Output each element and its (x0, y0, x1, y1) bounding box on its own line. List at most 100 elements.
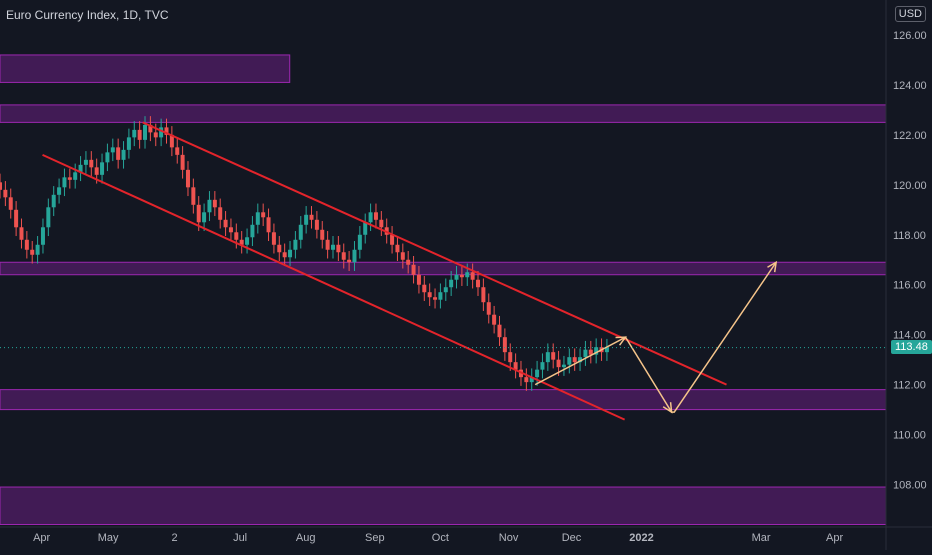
candle-body (78, 164, 83, 173)
candle-body (540, 362, 545, 370)
x-tick-label: Apr (826, 532, 843, 544)
candle-body (121, 149, 126, 160)
candle-body (293, 239, 298, 250)
candle-body (30, 249, 35, 255)
y-tick-label: 110.00 (893, 430, 926, 442)
candle-body (390, 234, 395, 245)
candle-body (336, 244, 341, 253)
candle-body (153, 132, 158, 138)
candle-body (578, 357, 583, 363)
candle-body (513, 362, 518, 370)
candle-body (459, 274, 464, 278)
candle-body (57, 187, 62, 195)
candle-body (341, 252, 346, 260)
x-tick-label: Aug (296, 532, 316, 544)
candle-body (433, 297, 438, 300)
last-price-tag: 113.48 (891, 339, 932, 354)
y-tick-label: 126.00 (893, 30, 927, 42)
candle-body (373, 212, 378, 220)
candle-body (567, 357, 572, 365)
candle-body (51, 194, 56, 208)
candle-body (449, 279, 454, 288)
candle-body (14, 209, 19, 228)
y-tick-label: 114.00 (893, 330, 926, 342)
x-tick-label: May (98, 532, 119, 544)
x-tick-label: Apr (33, 532, 50, 544)
candle-body (529, 377, 534, 383)
y-tick-label: 120.00 (893, 180, 927, 192)
candle-body (561, 364, 566, 368)
candle-body (604, 347, 609, 353)
candle-body (148, 124, 153, 133)
x-tick-label: Sep (365, 532, 385, 544)
candle-body (502, 337, 507, 353)
y-tick-label: 112.00 (893, 380, 926, 392)
candle-body (556, 359, 561, 368)
candle-body (588, 349, 593, 355)
candle-body (277, 244, 282, 253)
candle-body (368, 212, 373, 223)
candle-body (234, 232, 239, 240)
candle-body (497, 324, 502, 338)
candle-body (583, 349, 588, 358)
candle-body (67, 177, 72, 180)
candle-body (470, 272, 475, 280)
candle-body (159, 127, 164, 138)
y-tick-label: 116.00 (893, 280, 926, 292)
candle-body (73, 172, 78, 180)
candle-body (535, 369, 540, 378)
candle-body (228, 227, 233, 233)
candle-body (320, 229, 325, 240)
candle-body (443, 287, 448, 293)
candle-body (288, 249, 293, 258)
x-tick-label: Nov (499, 532, 519, 544)
candle-body (62, 177, 67, 188)
candle-body (352, 249, 357, 263)
zone-rect (0, 486, 887, 526)
currency-badge[interactable]: USD (894, 6, 926, 22)
candle-body (169, 134, 174, 148)
candle-body (185, 169, 190, 188)
candle-body (255, 212, 260, 225)
candle-body (8, 197, 13, 210)
candle-body (545, 352, 550, 363)
candle-body (481, 287, 486, 303)
candle-body (202, 212, 207, 223)
candle-body (411, 264, 416, 275)
candle-body (212, 199, 217, 208)
candle-body (282, 252, 287, 258)
candle-body (309, 214, 314, 220)
x-tick-label: 2022 (629, 532, 653, 544)
candle-body (357, 234, 362, 250)
candle-body (572, 357, 577, 363)
candle-body (105, 152, 110, 163)
candle-body (400, 252, 405, 260)
candle-body (438, 292, 443, 300)
candle-body (40, 227, 45, 245)
candle-body (347, 259, 352, 263)
candle-body (89, 159, 94, 168)
candle-body (492, 314, 497, 325)
candle-body (143, 124, 148, 140)
candle-body (363, 222, 368, 235)
y-tick-label: 108.00 (893, 480, 927, 492)
candle-body (314, 219, 319, 230)
candle-body (0, 182, 2, 190)
candle-body (116, 147, 121, 160)
candle-body (126, 137, 131, 150)
y-tick-label: 122.00 (893, 130, 927, 142)
candle-body (180, 154, 185, 170)
candle-body (132, 129, 137, 138)
candle-body (19, 227, 24, 240)
x-tick-label: 2 (171, 532, 177, 544)
y-tick-label: 118.00 (893, 230, 926, 242)
candle-body (476, 279, 481, 288)
x-tick-label: Dec (562, 532, 582, 544)
candle-body (486, 302, 491, 315)
y-tick-label: 124.00 (893, 80, 927, 92)
candle-body (271, 232, 276, 245)
candle-body (46, 207, 51, 228)
candle-body (304, 214, 309, 225)
